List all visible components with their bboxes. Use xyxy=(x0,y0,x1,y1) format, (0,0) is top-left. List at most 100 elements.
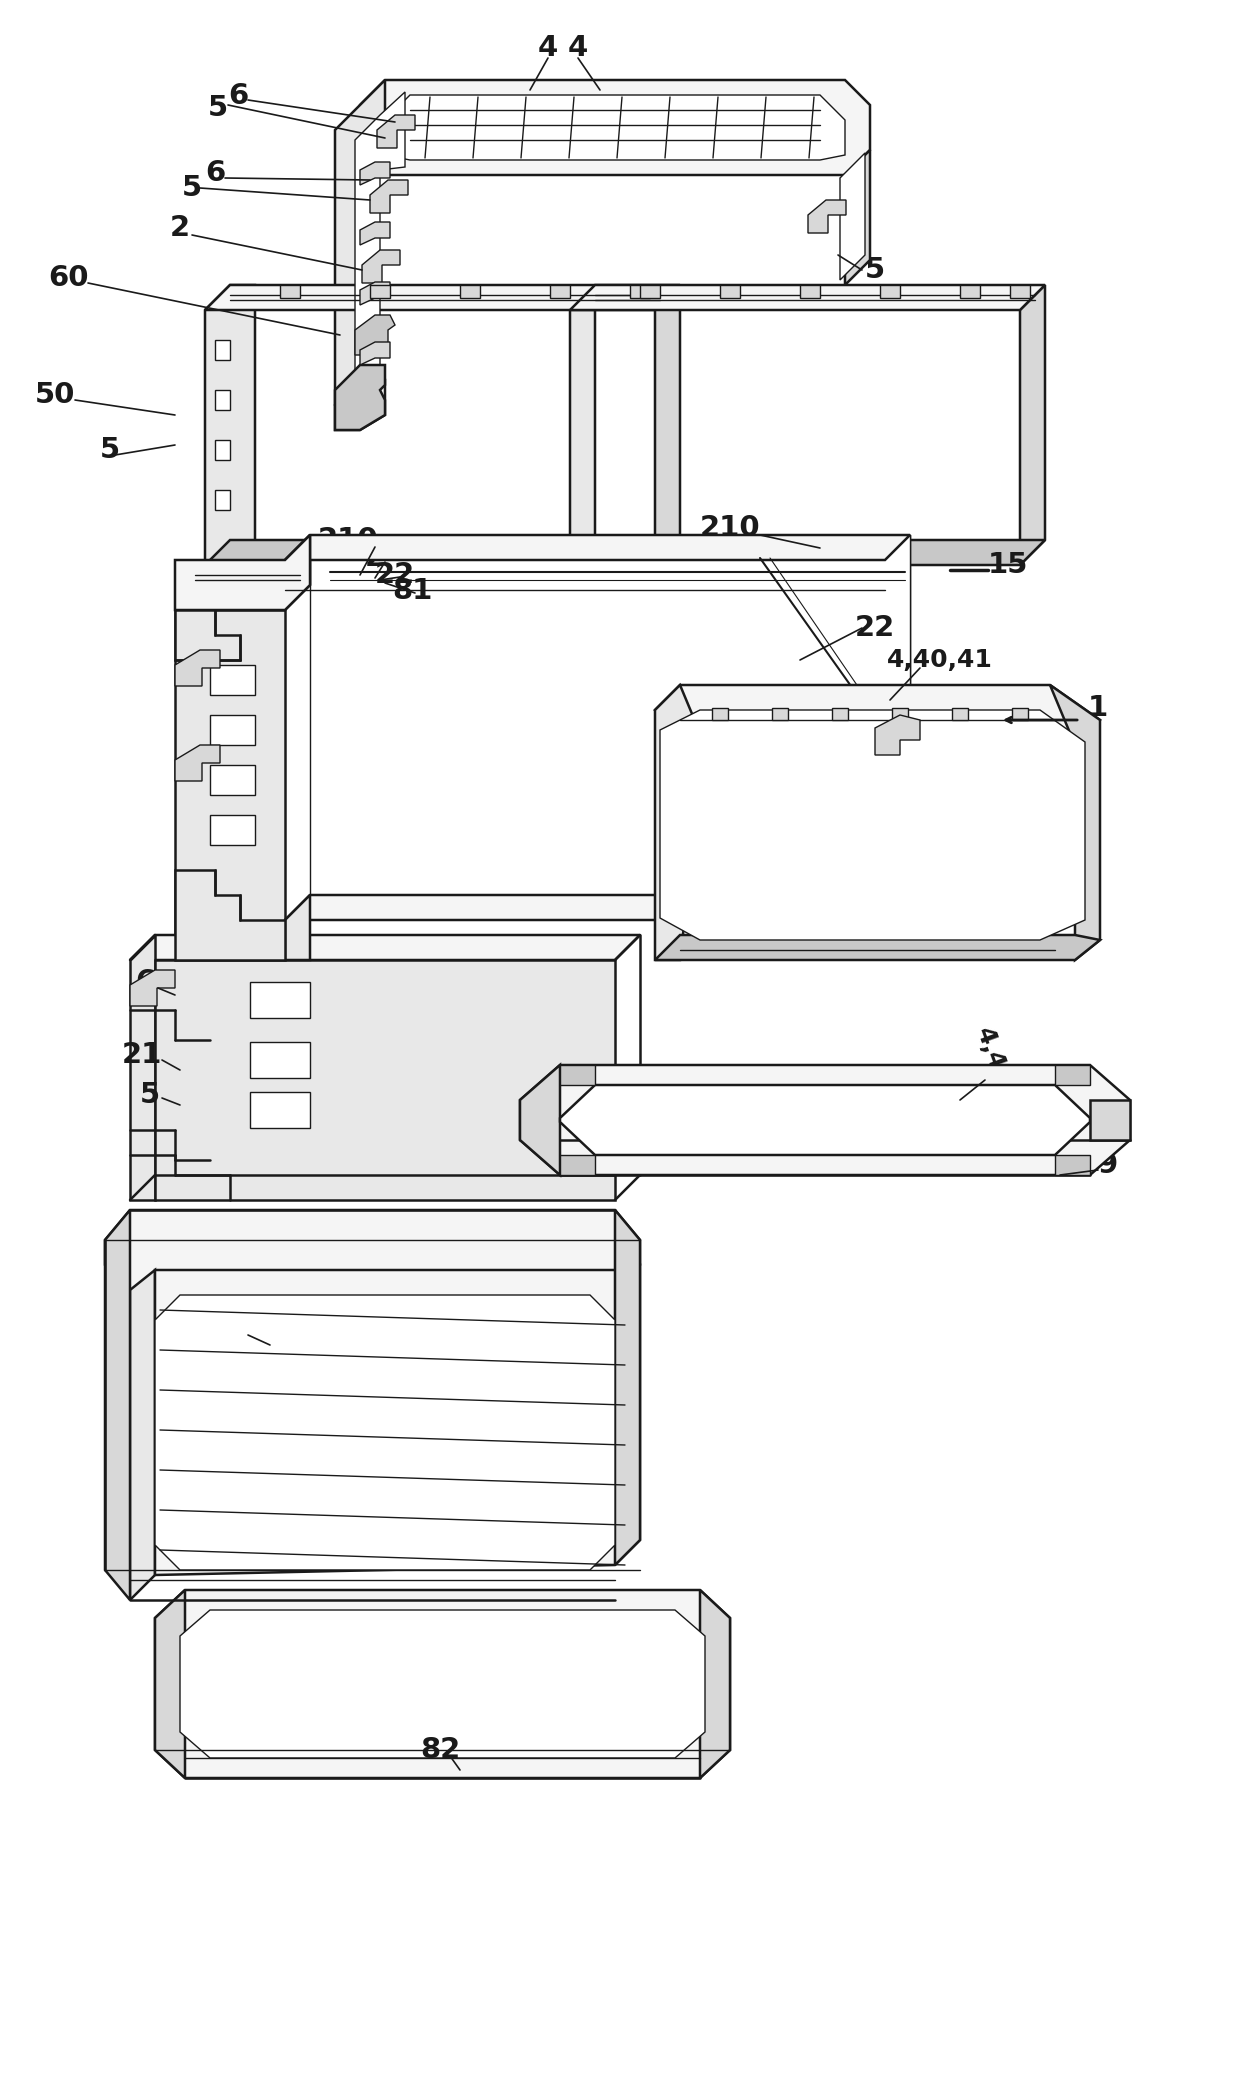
Polygon shape xyxy=(370,285,391,297)
Polygon shape xyxy=(215,391,229,409)
Polygon shape xyxy=(892,709,908,719)
Polygon shape xyxy=(560,1066,595,1085)
Polygon shape xyxy=(1011,285,1030,297)
Text: 1: 1 xyxy=(1087,694,1109,721)
Polygon shape xyxy=(655,935,1100,960)
Polygon shape xyxy=(570,285,595,565)
Polygon shape xyxy=(130,935,155,1199)
Polygon shape xyxy=(844,150,870,285)
Polygon shape xyxy=(570,285,1045,310)
Polygon shape xyxy=(384,96,844,160)
Polygon shape xyxy=(808,199,846,233)
Text: 5: 5 xyxy=(208,94,228,123)
Polygon shape xyxy=(250,1041,310,1078)
Polygon shape xyxy=(885,534,910,921)
Polygon shape xyxy=(520,1066,1130,1174)
Text: 21: 21 xyxy=(122,1041,162,1068)
Polygon shape xyxy=(215,441,229,459)
Polygon shape xyxy=(560,1085,1090,1155)
Polygon shape xyxy=(130,1270,155,1600)
Polygon shape xyxy=(155,1295,615,1571)
Polygon shape xyxy=(360,79,870,175)
Polygon shape xyxy=(1021,285,1045,565)
Polygon shape xyxy=(1050,686,1100,960)
Polygon shape xyxy=(310,534,910,896)
Polygon shape xyxy=(210,815,255,846)
Polygon shape xyxy=(615,1209,640,1565)
Polygon shape xyxy=(800,285,820,297)
Polygon shape xyxy=(1012,709,1028,719)
Polygon shape xyxy=(1055,1155,1090,1174)
Polygon shape xyxy=(215,490,229,509)
Polygon shape xyxy=(839,154,866,281)
Polygon shape xyxy=(880,285,900,297)
Polygon shape xyxy=(560,1155,595,1174)
Text: 6: 6 xyxy=(135,968,155,995)
Text: 22: 22 xyxy=(374,561,415,588)
Polygon shape xyxy=(460,285,480,297)
Polygon shape xyxy=(180,1610,706,1758)
Polygon shape xyxy=(205,285,255,565)
Polygon shape xyxy=(280,285,300,297)
Polygon shape xyxy=(832,709,848,719)
Polygon shape xyxy=(640,285,660,297)
Polygon shape xyxy=(335,380,384,430)
Polygon shape xyxy=(155,960,615,1199)
Polygon shape xyxy=(285,896,310,960)
Text: 5: 5 xyxy=(140,1081,160,1110)
Polygon shape xyxy=(175,871,285,960)
Polygon shape xyxy=(210,765,255,796)
Polygon shape xyxy=(285,534,910,559)
Polygon shape xyxy=(205,285,680,310)
Text: 210: 210 xyxy=(317,526,378,555)
Polygon shape xyxy=(660,711,1085,939)
Polygon shape xyxy=(720,285,740,297)
Polygon shape xyxy=(655,686,706,960)
Polygon shape xyxy=(360,222,391,245)
Polygon shape xyxy=(712,709,728,719)
Polygon shape xyxy=(1055,1066,1090,1085)
Polygon shape xyxy=(377,114,415,148)
Polygon shape xyxy=(360,343,391,366)
Polygon shape xyxy=(155,1266,640,1575)
Text: 7: 7 xyxy=(228,1315,248,1344)
Polygon shape xyxy=(285,896,910,921)
Polygon shape xyxy=(105,1209,640,1290)
Polygon shape xyxy=(701,1590,730,1779)
Polygon shape xyxy=(175,611,241,661)
Polygon shape xyxy=(355,316,396,355)
Polygon shape xyxy=(175,746,219,781)
Polygon shape xyxy=(210,665,255,694)
Polygon shape xyxy=(655,285,680,565)
Polygon shape xyxy=(215,341,229,359)
Polygon shape xyxy=(335,366,384,430)
Polygon shape xyxy=(370,181,408,214)
Polygon shape xyxy=(155,1590,730,1779)
Text: 4: 4 xyxy=(568,33,588,62)
Polygon shape xyxy=(130,970,175,1006)
Polygon shape xyxy=(210,715,255,746)
Polygon shape xyxy=(205,540,680,565)
Text: 5: 5 xyxy=(182,175,202,202)
Text: 81: 81 xyxy=(392,578,433,605)
Polygon shape xyxy=(952,709,968,719)
Text: 6: 6 xyxy=(205,160,226,187)
Text: 5: 5 xyxy=(100,436,120,463)
Text: 9: 9 xyxy=(1097,1151,1118,1178)
Text: 4,40,42: 4,40,42 xyxy=(971,1024,1029,1133)
Polygon shape xyxy=(250,1093,310,1128)
Text: 60: 60 xyxy=(48,264,88,293)
Polygon shape xyxy=(130,935,640,960)
Text: 50: 50 xyxy=(35,380,76,409)
Text: 22: 22 xyxy=(854,613,895,642)
Polygon shape xyxy=(960,285,980,297)
Polygon shape xyxy=(360,162,391,185)
Polygon shape xyxy=(360,283,391,305)
Polygon shape xyxy=(630,285,650,297)
Polygon shape xyxy=(175,534,310,611)
Polygon shape xyxy=(155,1590,185,1779)
Polygon shape xyxy=(335,79,384,430)
Polygon shape xyxy=(285,534,310,611)
Text: 210: 210 xyxy=(699,513,760,542)
Polygon shape xyxy=(773,709,787,719)
